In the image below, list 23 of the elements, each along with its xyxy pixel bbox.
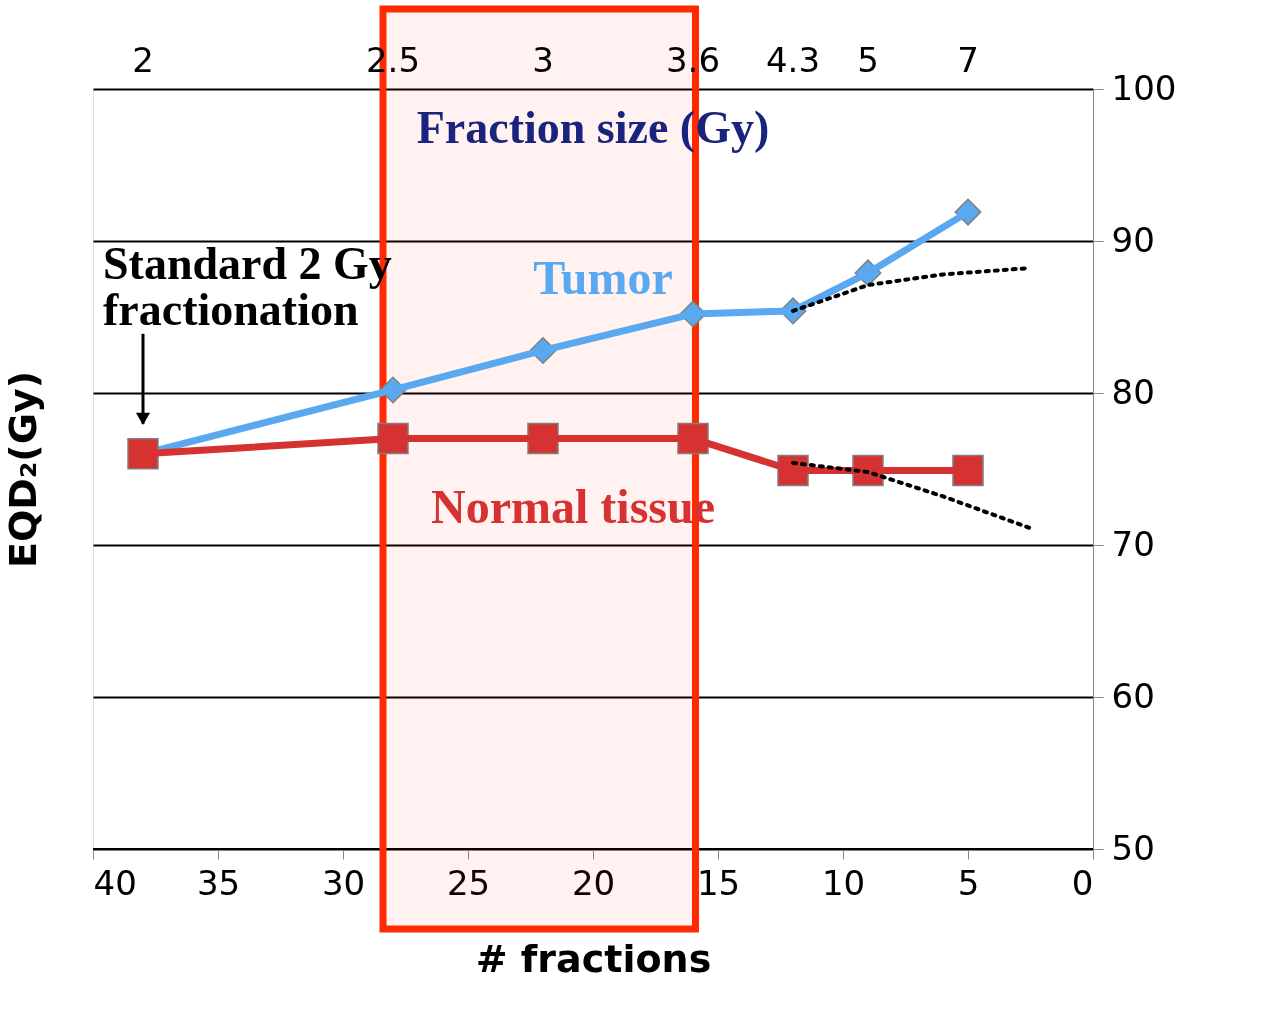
y-tick-label: 70 xyxy=(1111,523,1155,564)
text: 4.3 xyxy=(765,40,821,80)
y-axis-title: EQD₂(Gy) xyxy=(0,370,45,569)
y-tick-label: 100 xyxy=(1111,67,1177,108)
x-tick-label: 5 xyxy=(957,862,980,903)
x-axis-title: # fractions xyxy=(475,936,712,981)
y-tick-label: 60 xyxy=(1111,675,1155,716)
y-tick-label: 80 xyxy=(1111,371,1155,412)
y-tick-label: 50 xyxy=(1111,827,1155,868)
text: 3 xyxy=(532,40,554,80)
x-tick-label: 35 xyxy=(196,862,241,903)
x-tick-label: 40 xyxy=(93,862,137,903)
text: 2 xyxy=(132,40,154,80)
series-label: Tumor xyxy=(533,251,673,305)
x-tick-label: 0 xyxy=(1071,862,1094,903)
x-tick-label: 15 xyxy=(696,862,741,903)
x-tick-label: 30 xyxy=(321,862,366,903)
text: 5 xyxy=(857,40,879,80)
y-tick-label: 90 xyxy=(1111,219,1155,260)
x-tick-label: 20 xyxy=(571,862,616,903)
x-tick-label: 25 xyxy=(446,862,491,903)
text: 7 xyxy=(957,40,979,80)
x-tick-label: 10 xyxy=(821,862,866,903)
